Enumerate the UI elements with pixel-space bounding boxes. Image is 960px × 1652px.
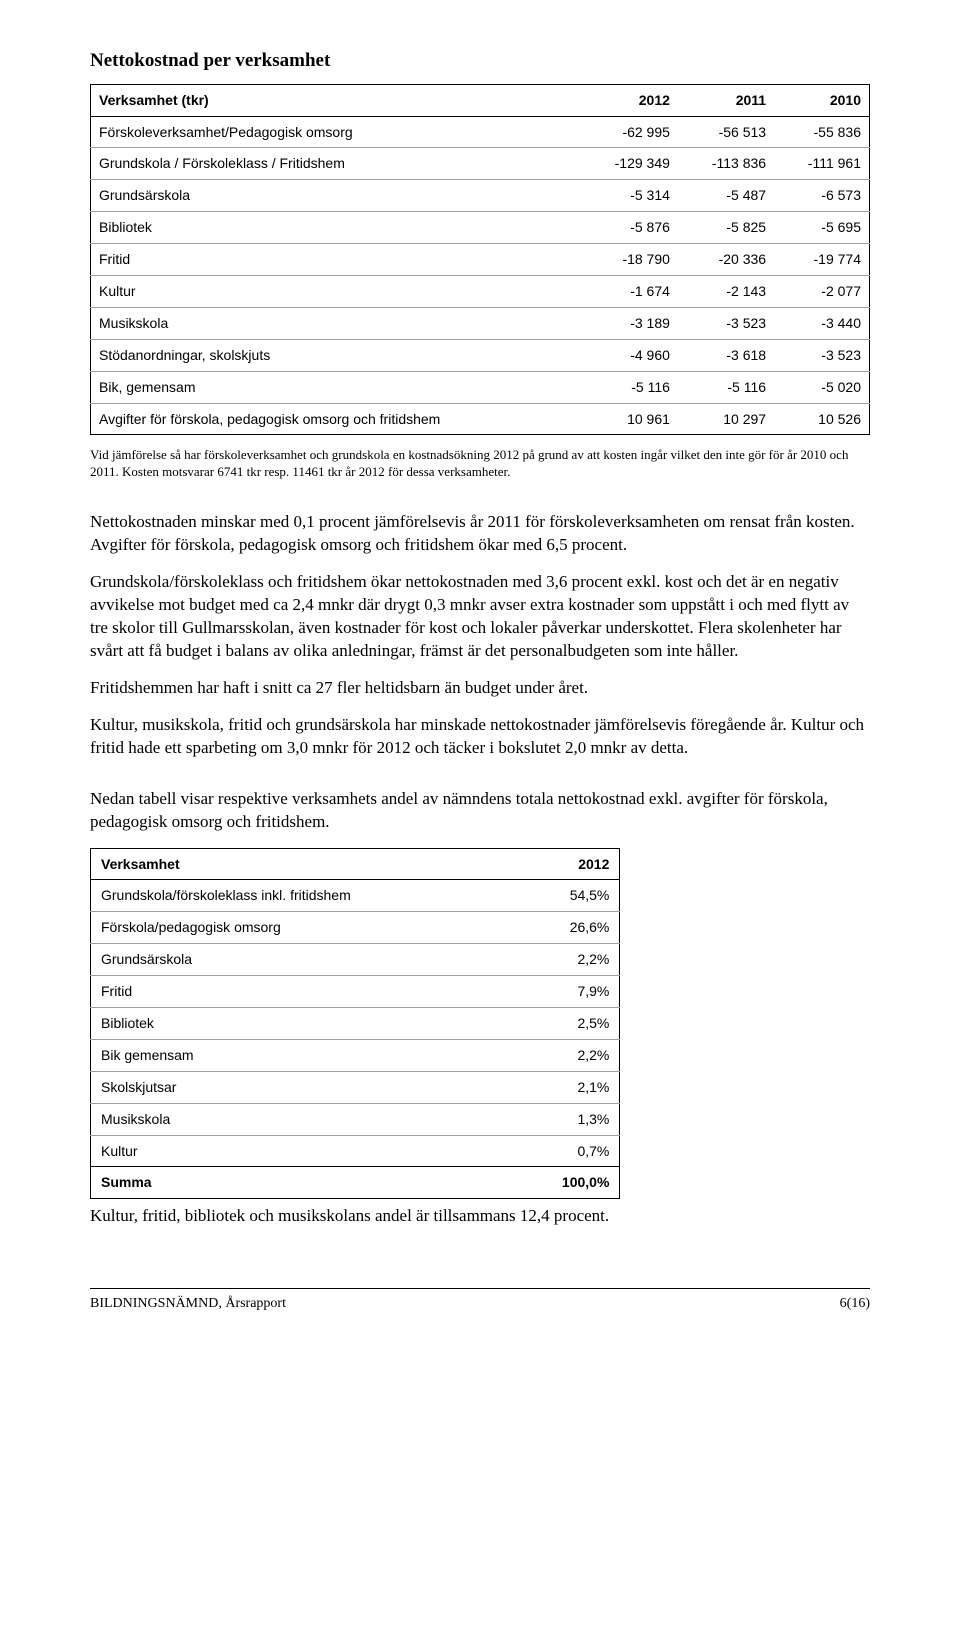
row-label: Förskola/pedagogisk omsorg bbox=[91, 912, 514, 944]
row-label: Skolskjutsar bbox=[91, 1071, 514, 1103]
table1-header-2010: 2010 bbox=[774, 84, 869, 116]
table2-header-year: 2012 bbox=[513, 848, 619, 880]
sum-label: Summa bbox=[91, 1167, 514, 1199]
row-val: 2,2% bbox=[513, 944, 619, 976]
table-row: Bibliotek-5 876-5 825-5 695 bbox=[91, 212, 870, 244]
table-row: Stödanordningar, skolskjuts-4 960-3 618-… bbox=[91, 339, 870, 371]
row-label: Bibliotek bbox=[91, 1007, 514, 1039]
table-row: Grundskola/förskoleklass inkl. fritidshe… bbox=[91, 880, 620, 912]
row-val: -3 189 bbox=[580, 307, 678, 339]
row-val: 2,2% bbox=[513, 1039, 619, 1071]
footer-left: BILDNINGSNÄMND, Årsrapport bbox=[90, 1295, 286, 1314]
row-val: -3 618 bbox=[678, 339, 774, 371]
row-label: Avgifter för förskola, pedagogisk omsorg… bbox=[91, 403, 581, 435]
table-row: Fritid7,9% bbox=[91, 976, 620, 1008]
row-val: -2 077 bbox=[774, 275, 869, 307]
table1-header-2012: 2012 bbox=[580, 84, 678, 116]
table-row-sum: Summa100,0% bbox=[91, 1167, 620, 1199]
row-label: Fritid bbox=[91, 244, 581, 276]
row-label: Kultur bbox=[91, 275, 581, 307]
row-val: -20 336 bbox=[678, 244, 774, 276]
table-row: Bibliotek2,5% bbox=[91, 1007, 620, 1039]
row-val: 10 297 bbox=[678, 403, 774, 435]
table-row: Kultur0,7% bbox=[91, 1135, 620, 1167]
table-row: Kultur-1 674-2 143-2 077 bbox=[91, 275, 870, 307]
row-val: 0,7% bbox=[513, 1135, 619, 1167]
row-val: -5 695 bbox=[774, 212, 869, 244]
row-val: -19 774 bbox=[774, 244, 869, 276]
row-label: Grundsärskola bbox=[91, 944, 514, 976]
row-label: Musikskola bbox=[91, 307, 581, 339]
row-val: -62 995 bbox=[580, 116, 678, 148]
row-val: -1 674 bbox=[580, 275, 678, 307]
row-label: Kultur bbox=[91, 1135, 514, 1167]
table-row: Grundsärskola-5 314-5 487-6 573 bbox=[91, 180, 870, 212]
table-row: Bik, gemensam-5 116-5 116-5 020 bbox=[91, 371, 870, 403]
footer-right: 6(16) bbox=[840, 1295, 870, 1314]
table-row: Bik gemensam2,2% bbox=[91, 1039, 620, 1071]
row-val: -5 876 bbox=[580, 212, 678, 244]
row-val: 2,5% bbox=[513, 1007, 619, 1039]
body-paragraph: Nettokostnaden minskar med 0,1 procent j… bbox=[90, 511, 870, 557]
row-label: Fritid bbox=[91, 976, 514, 1008]
body-paragraph: Grundskola/förskoleklass och fritidshem … bbox=[90, 571, 870, 663]
row-label: Stödanordningar, skolskjuts bbox=[91, 339, 581, 371]
row-label: Musikskola bbox=[91, 1103, 514, 1135]
row-val: -111 961 bbox=[774, 148, 869, 180]
row-val: -5 314 bbox=[580, 180, 678, 212]
row-val: 10 961 bbox=[580, 403, 678, 435]
row-val: -5 116 bbox=[580, 371, 678, 403]
table1-header-activity: Verksamhet (tkr) bbox=[91, 84, 581, 116]
table2-trailing-text: Kultur, fritid, bibliotek och musikskola… bbox=[90, 1205, 870, 1228]
row-val: -3 523 bbox=[678, 307, 774, 339]
body-paragraph: Kultur, musikskola, fritid och grundsärs… bbox=[90, 714, 870, 760]
row-val: -18 790 bbox=[580, 244, 678, 276]
row-label: Grundsärskola bbox=[91, 180, 581, 212]
row-val: -5 487 bbox=[678, 180, 774, 212]
row-label: Bik, gemensam bbox=[91, 371, 581, 403]
row-val: -2 143 bbox=[678, 275, 774, 307]
row-val: 26,6% bbox=[513, 912, 619, 944]
table-row: Musikskola1,3% bbox=[91, 1103, 620, 1135]
row-label: Grundskola / Förskoleklass / Fritidshem bbox=[91, 148, 581, 180]
table-row: Grundskola / Förskoleklass / Fritidshem-… bbox=[91, 148, 870, 180]
row-val: 7,9% bbox=[513, 976, 619, 1008]
share-table: Verksamhet 2012 Grundskola/förskoleklass… bbox=[90, 848, 620, 1200]
row-val: 54,5% bbox=[513, 880, 619, 912]
row-label: Förskoleverksamhet/Pedagogisk omsorg bbox=[91, 116, 581, 148]
row-label: Bik gemensam bbox=[91, 1039, 514, 1071]
row-val: -3 440 bbox=[774, 307, 869, 339]
table1-header-2011: 2011 bbox=[678, 84, 774, 116]
row-val: -4 960 bbox=[580, 339, 678, 371]
table2-header-activity: Verksamhet bbox=[91, 848, 514, 880]
table-row: Grundsärskola2,2% bbox=[91, 944, 620, 976]
row-val: -5 825 bbox=[678, 212, 774, 244]
row-val: -56 513 bbox=[678, 116, 774, 148]
row-val: -5 116 bbox=[678, 371, 774, 403]
row-val: 1,3% bbox=[513, 1103, 619, 1135]
table-footnote: Vid jämförelse så har förskoleverksamhet… bbox=[90, 447, 870, 481]
row-val: 2,1% bbox=[513, 1071, 619, 1103]
table-row: Skolskjutsar2,1% bbox=[91, 1071, 620, 1103]
cost-table: Verksamhet (tkr) 2012 2011 2010 Förskole… bbox=[90, 84, 870, 436]
table-row: Förskoleverksamhet/Pedagogisk omsorg-62 … bbox=[91, 116, 870, 148]
row-val: -113 836 bbox=[678, 148, 774, 180]
section-title: Nettokostnad per verksamhet bbox=[90, 48, 870, 74]
row-val: 10 526 bbox=[774, 403, 869, 435]
table2-intro: Nedan tabell visar respektive verksamhet… bbox=[90, 788, 870, 834]
table-row: Avgifter för förskola, pedagogisk omsorg… bbox=[91, 403, 870, 435]
sum-val: 100,0% bbox=[513, 1167, 619, 1199]
row-val: -6 573 bbox=[774, 180, 869, 212]
table-row: Musikskola-3 189-3 523-3 440 bbox=[91, 307, 870, 339]
row-label: Bibliotek bbox=[91, 212, 581, 244]
row-val: -129 349 bbox=[580, 148, 678, 180]
row-label: Grundskola/förskoleklass inkl. fritidshe… bbox=[91, 880, 514, 912]
row-val: -5 020 bbox=[774, 371, 869, 403]
table-row: Förskola/pedagogisk omsorg26,6% bbox=[91, 912, 620, 944]
page-footer: BILDNINGSNÄMND, Årsrapport 6(16) bbox=[90, 1288, 870, 1314]
table-row: Fritid-18 790-20 336-19 774 bbox=[91, 244, 870, 276]
row-val: -3 523 bbox=[774, 339, 869, 371]
body-paragraph: Fritidshemmen har haft i snitt ca 27 fle… bbox=[90, 677, 870, 700]
row-val: -55 836 bbox=[774, 116, 869, 148]
